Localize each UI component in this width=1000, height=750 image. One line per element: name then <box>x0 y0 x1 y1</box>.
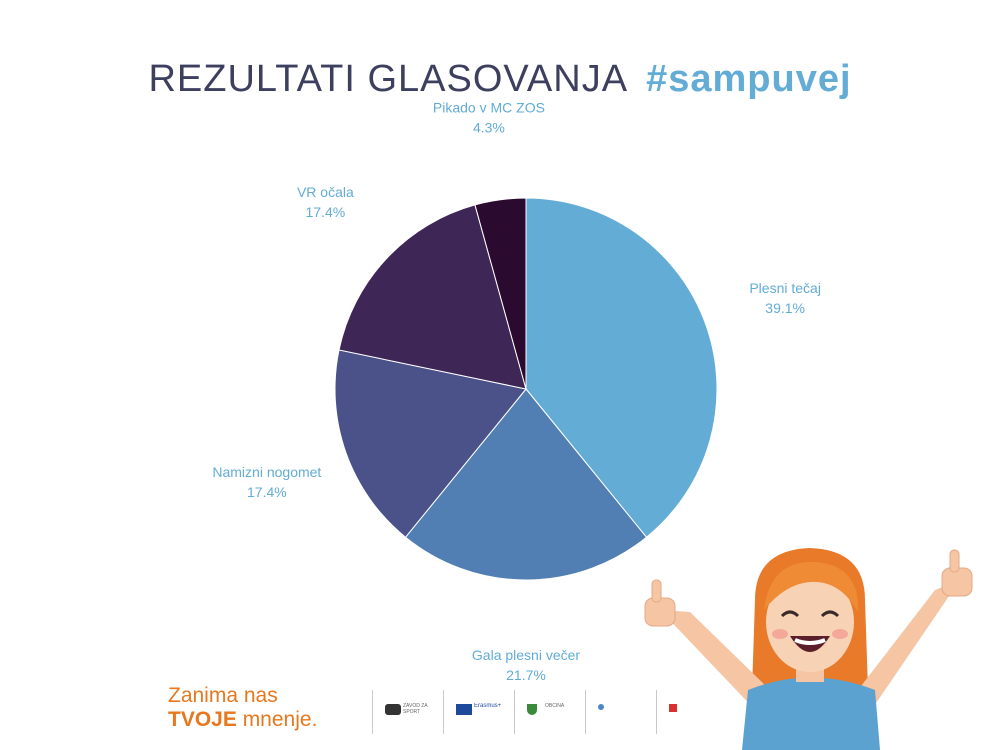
coat-of-arms-icon <box>527 704 537 715</box>
slice-label-0: Plesni tečaj <box>749 280 821 296</box>
slice-label-1: Gala plesni večer <box>472 647 581 663</box>
pie-slice-1 <box>404 388 648 581</box>
urad-logo <box>656 690 720 734</box>
slogan: Zanima nas TVOJE mnenje. <box>168 684 317 732</box>
slogan-line1: Zanima nas <box>168 684 278 707</box>
zos-logo: ZAVOD ZA SPORT <box>372 690 436 734</box>
pie-slice-2 <box>334 349 527 538</box>
slice-label-3: VR očala <box>297 184 354 200</box>
slice-label-2: Namizni nogomet <box>212 464 321 480</box>
pie-slice-3 <box>338 204 527 390</box>
erasmus-logo: Erasmus+ <box>443 690 507 734</box>
slogan-strong: TVOJE <box>168 708 237 731</box>
zos-logo-text: ZAVOD ZA SPORT <box>403 703 428 715</box>
slogan-line2: TVOJE mnenje. <box>168 708 317 732</box>
title-hashtag: #sampuvej <box>646 58 852 100</box>
slice-value-label-2: 17.4% <box>247 484 287 500</box>
slice-label-4: Pikado v MC ZOS <box>433 100 545 116</box>
eu-flag-icon <box>456 704 472 715</box>
urad-emblem-icon <box>669 704 677 712</box>
page-title: REZULTATI GLASOVANJA #sampuvej <box>0 58 1000 101</box>
pie-slice-0 <box>525 197 718 538</box>
pie-slice-4 <box>474 197 527 390</box>
slice-value-label-0: 39.1% <box>765 300 805 316</box>
erasmus-logo-text: Erasmus+ <box>474 703 502 709</box>
obcina-logo-text: OBČINA <box>545 703 565 709</box>
zos-logo-mark <box>385 704 401 715</box>
ministrstvo-logo <box>585 690 649 734</box>
ministry-emblem-icon <box>598 704 604 710</box>
slice-value-label-4: 4.3% <box>473 120 505 136</box>
slogan-rest: mnenje. <box>236 708 318 731</box>
slice-value-label-3: 17.4% <box>306 204 346 220</box>
obcina-logo: OBČINA <box>514 690 578 734</box>
slice-value-label-1: 21.7% <box>506 667 546 683</box>
title-text: REZULTATI GLASOVANJA <box>148 58 629 100</box>
thumbs-up-girl-illustration <box>644 548 973 750</box>
